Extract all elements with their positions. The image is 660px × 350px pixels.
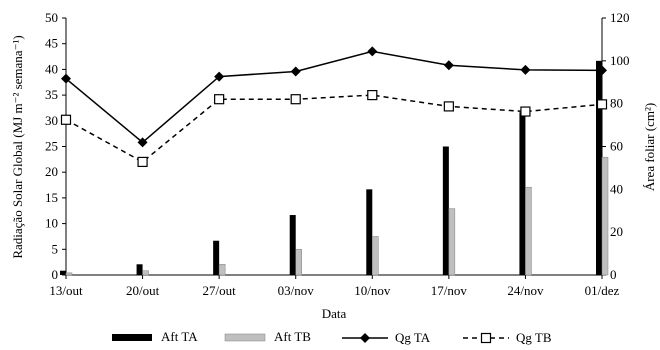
point-qg-ta [520,64,531,75]
bar-aft-ta [442,146,449,275]
point-qg-tb [596,99,608,110]
bar-aft-tb [601,156,609,276]
x-tick-label: 20/out [126,283,160,298]
lines [60,46,608,168]
y-right-tick-label: 40 [610,181,623,196]
x-tick-label: 01/dez [585,283,620,298]
y-left-tick-label: 20 [45,164,58,179]
point-qg-tb [290,94,301,105]
y-left-tick-label: 35 [45,87,58,102]
point-qg-ta [214,71,225,82]
point-qg-ta [137,137,148,148]
y-left-tick-label: 25 [45,139,58,154]
legend-swatch [224,333,266,342]
legend-label: Aft TA [161,329,198,344]
legend-item: Aft TB [224,329,311,344]
y-right-tick-label: 80 [610,96,623,111]
legend-swatch [112,334,152,341]
tick-labels: 0 5 10 15 20 25 30 35 40 45 50 0 20 40 60 80 100 120 13/ou… [45,10,630,298]
bar-aft-tb [218,264,226,276]
point-qg-ta [443,60,454,71]
line-qg-tb [65,94,603,163]
bar-aft-tb [525,186,532,276]
bar-aft-ta [366,189,373,275]
y-left-tick-label: 30 [45,113,58,128]
point-qg-ta [367,46,378,57]
y-right-tick-label: 60 [610,139,623,154]
point-qg-tb [60,114,72,125]
x-tick-label: 03/nov [278,283,315,298]
bar-aft-ta [519,112,526,275]
bar-aft-ta [596,60,602,276]
legend-item: Qg TA [342,330,431,345]
legend-marker [480,332,492,344]
point-qg-tb [443,101,454,112]
bar-aft-ta [60,270,66,275]
point-qg-tb [137,156,148,168]
bar-aft-ta [136,264,143,275]
x-tick-label: 27/out [203,283,237,298]
y-left-tick-label: 45 [45,36,58,51]
point-qg-ta [61,73,71,84]
legend-label: Aft TB [274,329,311,344]
x-tick-label: 10/nov [354,283,391,298]
point-qg-ta [290,66,301,77]
y-right-tick-label: 120 [610,10,630,25]
legend-label: Qg TB [516,330,552,345]
legend-marker [360,333,370,343]
bar-aft-tb [65,272,73,276]
y-left-tick-label: 50 [45,10,58,25]
legend-item: Qg TB [463,330,552,345]
x-tick-label: 13/out [49,283,83,298]
point-qg-tb [367,89,378,101]
point-qg-ta [597,65,607,76]
x-tick-label: 24/nov [507,283,544,298]
bar-aft-tb [295,249,302,276]
y-axis-left-label: Radiação Solar Global (MJ m⁻² semana⁻¹) [10,35,25,258]
x-axis-label: Data [322,306,347,321]
bar-aft-tb [142,270,149,276]
line-qg-ta [65,50,603,144]
bar-aft-tb [372,236,379,276]
y-right-tick-label: 100 [610,53,630,68]
point-qg-tb [520,106,531,117]
bar-aft-ta [289,215,296,275]
bar-aft-ta [213,240,220,275]
y-right-tick-label: 0 [610,267,617,282]
legend: Aft TA Aft TB Qg TA Qg TB [112,329,552,345]
bars [60,60,609,276]
bar-aft-tb [448,208,456,276]
y-axis-right-label: Área foliar (cm²) [642,103,657,191]
y-left-tick-label: 0 [52,267,59,282]
y-left-tick-label: 40 [45,61,58,76]
x-tick-label: 17/nov [431,283,468,298]
y-left-tick-label: 15 [45,190,58,205]
legend-label: Qg TA [395,330,431,345]
point-qg-tb [214,94,225,105]
legend-item: Aft TA [112,329,198,344]
y-left-tick-label: 10 [45,216,58,231]
y-right-tick-label: 20 [610,224,623,239]
y-left-tick-label: 5 [52,241,59,256]
